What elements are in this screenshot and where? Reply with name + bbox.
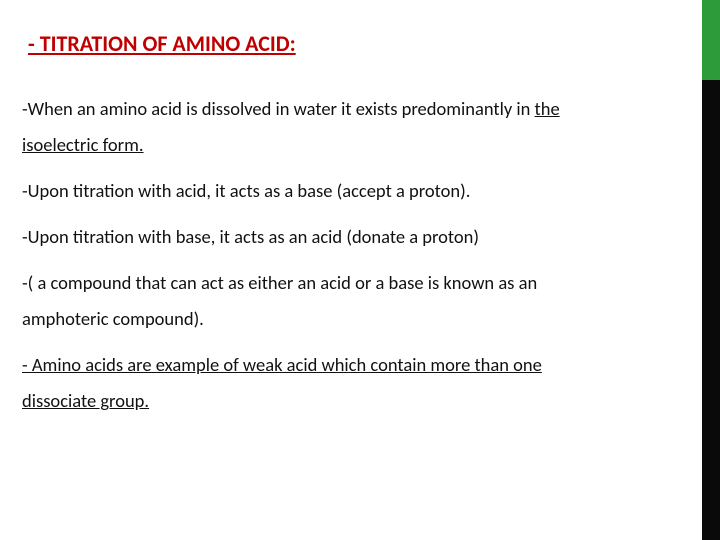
slide-body: -When an amino acid is dissolved in wate… (22, 91, 692, 420)
spacer (22, 163, 692, 173)
accent-green (702, 0, 720, 80)
body-line: isoelectric form. (22, 127, 692, 163)
body-line: -( a compound that can act as either an … (22, 265, 692, 301)
body-line: -When an amino acid is dissolved in wate… (22, 91, 692, 127)
body-line: - Amino acids are example of weak acid w… (22, 347, 692, 383)
body-line: -Upon titration with acid, it acts as a … (22, 173, 692, 209)
slide-title: - TITRATION OF AMINO ACID: (22, 30, 692, 57)
body-line: amphoteric compound). (22, 301, 692, 337)
accent-bar (702, 0, 720, 540)
spacer (22, 337, 692, 347)
spacer (22, 255, 692, 265)
body-line: dissociate group. (22, 383, 692, 419)
slide-content: - TITRATION OF AMINO ACID: -When an amin… (0, 0, 720, 440)
accent-black (702, 80, 720, 540)
body-line: -Upon titration with base, it acts as an… (22, 219, 692, 255)
spacer (22, 209, 692, 219)
